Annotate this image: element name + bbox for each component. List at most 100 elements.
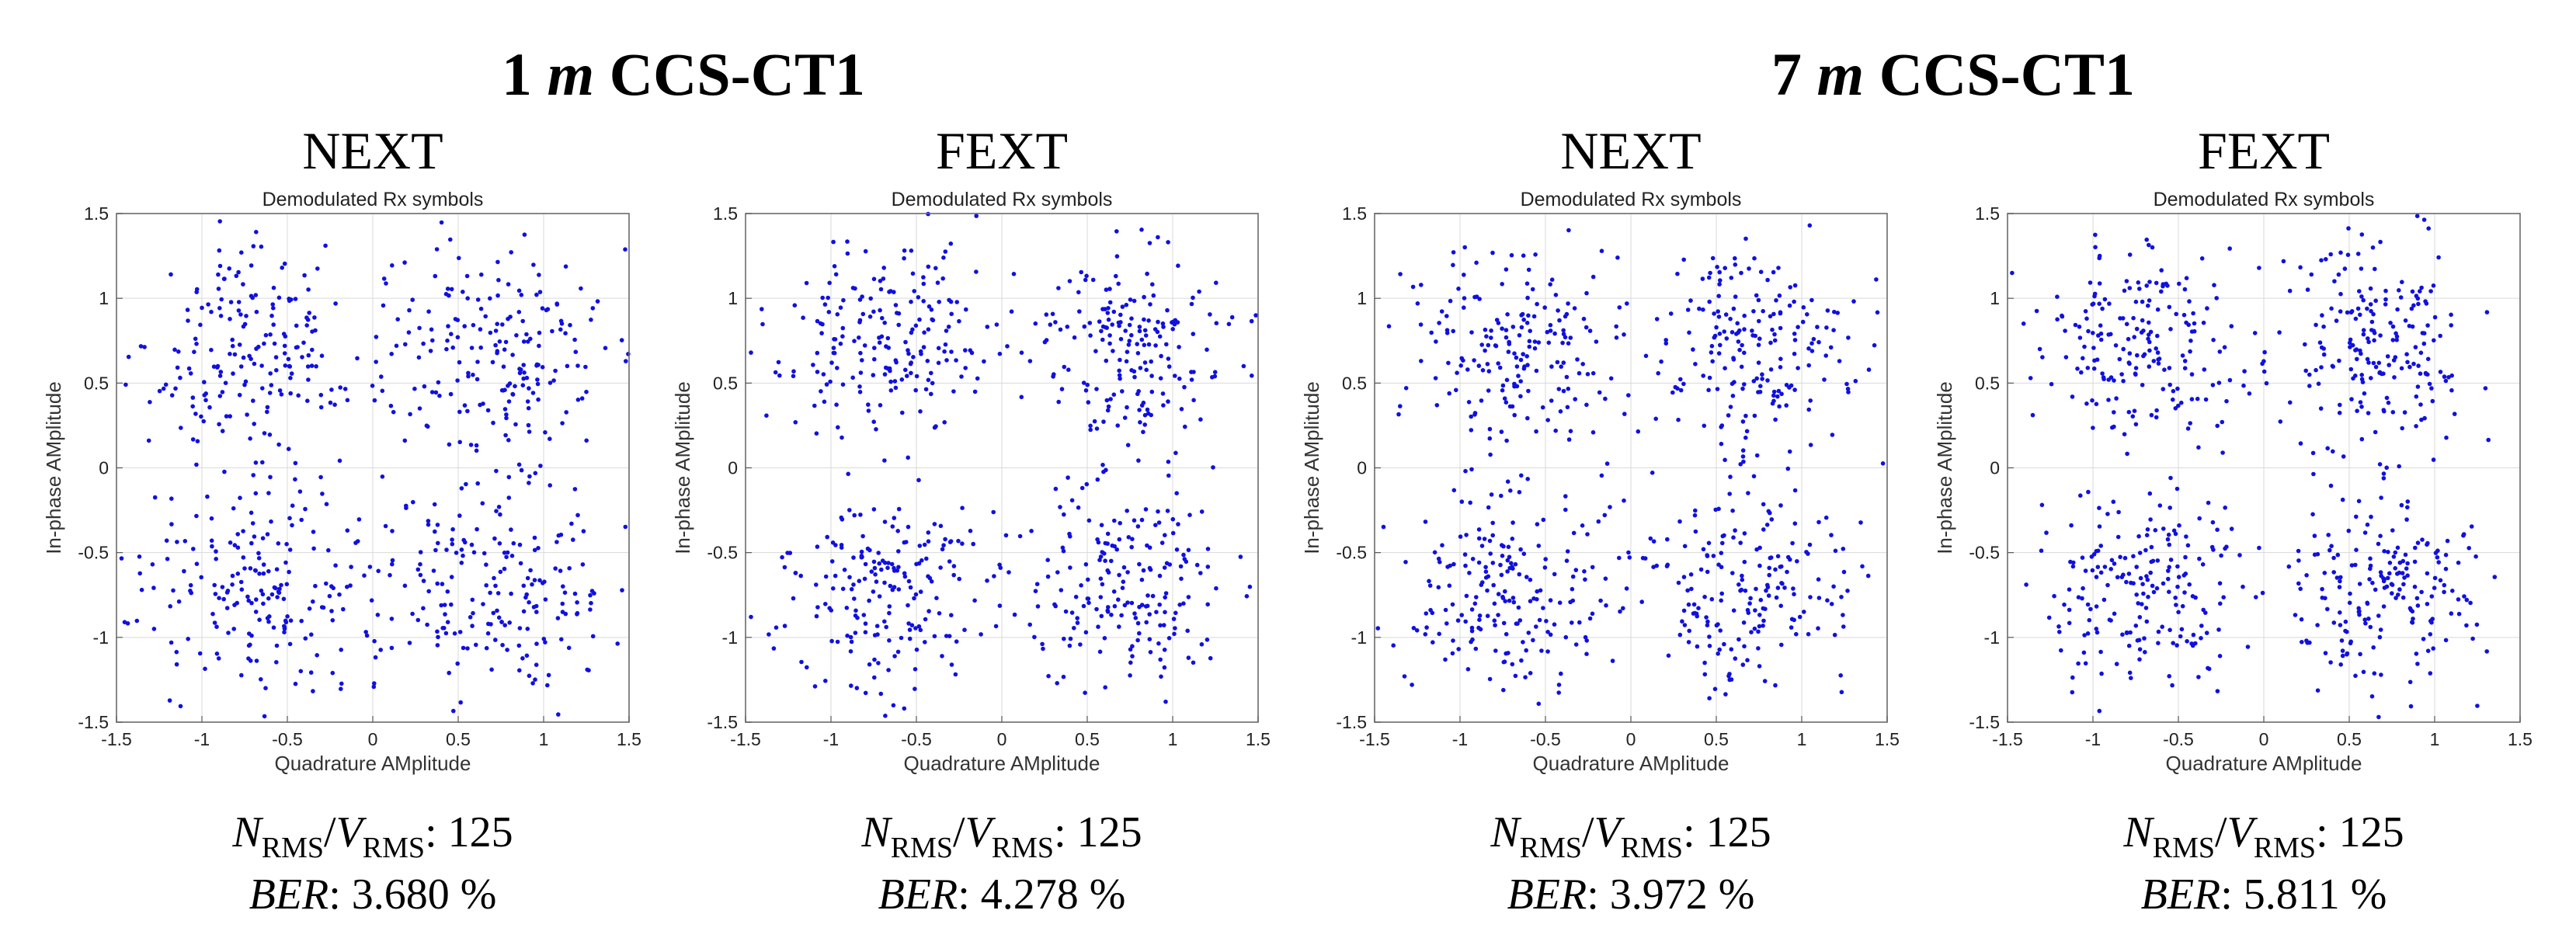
data-point [580,562,586,567]
data-point [2059,648,2063,653]
data-point [1510,325,1516,329]
data-point [2073,322,2078,328]
data-point [1135,524,1141,529]
data-point [1208,312,1212,317]
data-point [300,355,304,360]
data-point [1101,469,1106,474]
data-point [1186,595,1191,599]
data-point [918,627,923,633]
data-point [458,700,463,705]
data-point [902,574,908,579]
data-point [2111,499,2116,504]
data-point [1247,584,1253,589]
data-point [2394,334,2400,339]
data-point [997,603,1003,608]
data-point [1514,364,1520,369]
data-point [1524,575,1529,579]
data-point [182,568,186,574]
x-tick-label: 1 [2430,729,2440,749]
data-point [1500,326,1504,332]
data-point [1098,554,1104,559]
data-point [307,311,312,315]
data-point [2310,450,2316,456]
data-point [819,331,824,335]
data-point [2156,361,2161,366]
data-point [333,563,338,568]
data-point [469,346,475,350]
data-point [1805,312,1809,317]
data-point [2167,589,2171,594]
data-point [2141,591,2146,596]
data-point [1712,311,1716,316]
data-point [2144,619,2150,624]
data-point [926,327,931,332]
data-point [474,448,479,453]
data-point [1182,384,1187,390]
data-point [2397,587,2402,592]
data-point [1524,321,1530,325]
data-point [2320,313,2324,318]
data-point [527,481,531,485]
data-point [1747,266,1751,271]
data-point [2159,268,2164,273]
x-tick-label: -1 [823,729,839,749]
data-point [1105,568,1110,573]
data-point [2085,366,2091,370]
data-point [459,547,464,552]
data-point [1178,564,1184,569]
data-point [572,591,578,596]
data-point [1800,319,1806,325]
data-point [1745,658,1750,662]
data-point [1139,228,1144,232]
data-point [333,301,338,306]
data-point [2407,324,2412,328]
data-point [1136,458,1141,463]
data-point [326,547,331,553]
data-point [1514,355,1519,360]
data-point [134,618,140,624]
data-point [1077,309,1082,314]
data-point [1678,387,1684,393]
data-point [589,600,593,606]
data-point [579,396,585,401]
data-point [872,657,877,662]
data-point [1738,588,1743,593]
data-point [1563,634,1569,640]
data-point [286,356,291,362]
data-point [1488,551,1493,556]
data-point [2314,367,2318,373]
data-point [1686,640,1691,645]
ber-label: BER [878,870,958,919]
data-point [917,317,922,322]
plot-title: Demodulated Rx symbols [892,189,1113,210]
data-point [1823,515,1829,520]
data-point [345,528,350,533]
data-point [2318,406,2324,411]
data-point [221,276,227,282]
data-point [1561,360,1566,365]
data-point [1590,611,1595,617]
data-point [429,327,434,332]
data-point [1787,303,1792,308]
data-point [826,295,830,301]
group-2-cable: CCS-CT1 [1879,40,2135,108]
data-point [1058,505,1062,509]
data-point [1011,272,1017,276]
data-point [1575,357,1580,362]
data-point [2189,397,2195,401]
data-point [1423,632,1428,637]
data-point [548,380,553,385]
data-point [840,586,846,592]
data-point [2173,596,2178,600]
data-point [1753,608,1757,613]
data-point [2039,548,2044,553]
data-point [349,565,353,569]
data-point [1521,253,1526,259]
data-point [1187,512,1192,517]
data-point [1792,338,1798,342]
data-point [2141,328,2146,333]
data-point [1429,330,1434,335]
data-point [2431,457,2436,462]
data-point [1528,599,1533,603]
data-point [532,547,537,553]
